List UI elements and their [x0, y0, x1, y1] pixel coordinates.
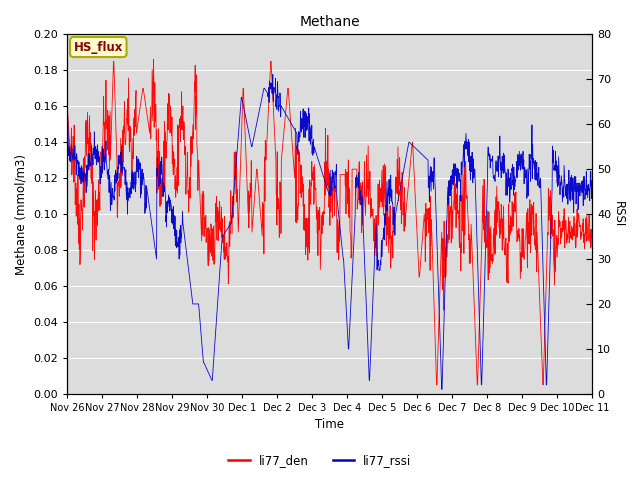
X-axis label: Time: Time	[316, 419, 344, 432]
Legend: li77_den, li77_rssi: li77_den, li77_rssi	[224, 449, 416, 472]
Y-axis label: RSSI: RSSI	[612, 201, 625, 227]
Text: HS_flux: HS_flux	[74, 40, 123, 53]
Y-axis label: Methane (mmol/m3): Methane (mmol/m3)	[15, 154, 28, 275]
Title: Methane: Methane	[300, 15, 360, 29]
